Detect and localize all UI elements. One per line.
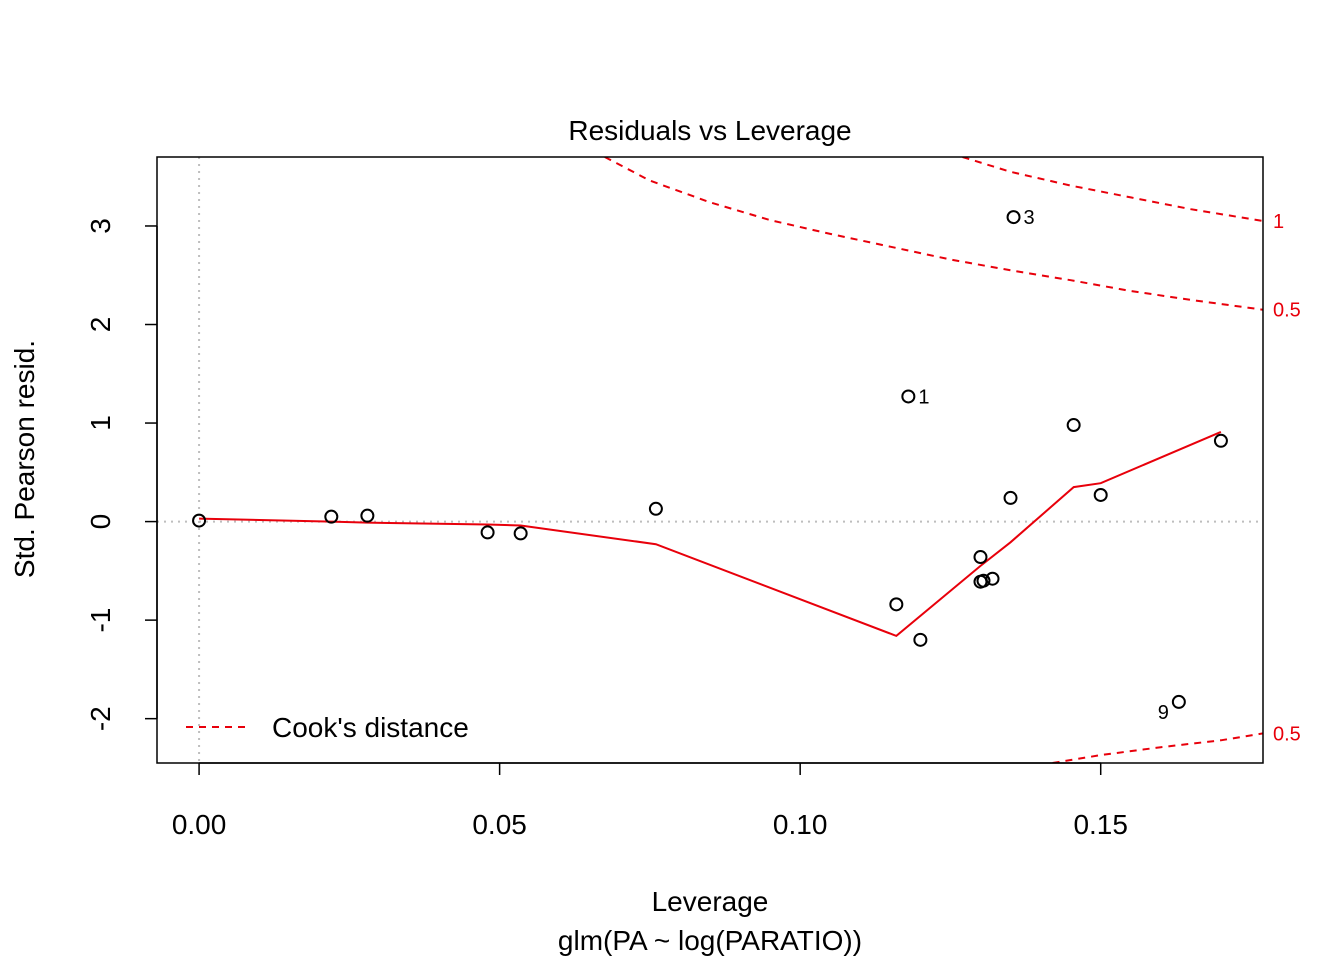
plot-frame: [156, 156, 1264, 764]
data-point: [1003, 490, 1018, 505]
data-point: [1006, 210, 1021, 225]
data-point: [889, 597, 904, 612]
point-label-1: 1: [918, 386, 929, 408]
x-tick-label: 0.05: [472, 809, 527, 840]
data-point: [1213, 433, 1228, 448]
cook-curve-2: [1052, 732, 1263, 763]
chart-title: Residuals vs Leverage: [568, 115, 851, 146]
data-points: [192, 210, 1228, 709]
data-point: [985, 571, 1000, 586]
cook-level-label-1: 0.5: [1273, 300, 1301, 322]
cook-curve-1: [604, 157, 1263, 311]
data-point: [192, 513, 207, 528]
legend: Cook's distance: [186, 712, 469, 743]
data-point: [973, 550, 988, 565]
x-tick-label: 0.10: [773, 809, 828, 840]
point-labels: 1 3 9: [918, 207, 1168, 724]
smooth-line: [199, 430, 1222, 638]
point-label-3: 3: [1024, 207, 1035, 229]
data-point: [480, 525, 495, 540]
data-point: [913, 632, 928, 647]
data-point: [513, 526, 528, 541]
data-point: [1171, 694, 1186, 709]
data-point: [1066, 418, 1081, 433]
cook-level-labels: 1 0.5 0.5: [1273, 211, 1301, 745]
data-point: [976, 573, 991, 588]
x-tick-label: 0.00: [172, 809, 227, 840]
y-axis: -2 -1 0 1 2 3: [85, 218, 158, 731]
x-axis-label: Leverage: [652, 886, 769, 917]
y-tick-label: 0: [85, 514, 116, 530]
data-point: [324, 509, 339, 524]
cook-curve-0: [962, 157, 1263, 222]
point-label-9: 9: [1158, 702, 1169, 724]
y-axis-label: Std. Pearson resid.: [9, 340, 40, 578]
chart-subtitle: glm(PA ~ log(PARATIO)): [558, 925, 862, 956]
cook-distance-curves: [604, 157, 1263, 763]
data-point: [648, 501, 663, 516]
data-point: [1093, 487, 1108, 502]
x-tick-label: 0.15: [1073, 809, 1128, 840]
cook-level-label-0: 1: [1273, 211, 1284, 233]
smooth-line-group: [199, 430, 1222, 638]
x-axis: 0.00 0.05 0.10 0.15: [172, 762, 1128, 840]
y-tick-label: 2: [85, 317, 116, 333]
y-tick-label: 3: [85, 218, 116, 234]
y-tick-label: 1: [85, 415, 116, 431]
y-tick-label: -2: [85, 706, 116, 731]
data-point: [901, 389, 916, 404]
reference-lines: [157, 157, 1263, 763]
cook-level-label-2: 0.5: [1273, 723, 1301, 745]
y-tick-label: -1: [85, 608, 116, 633]
data-point: [360, 508, 375, 523]
legend-label: Cook's distance: [272, 712, 469, 743]
